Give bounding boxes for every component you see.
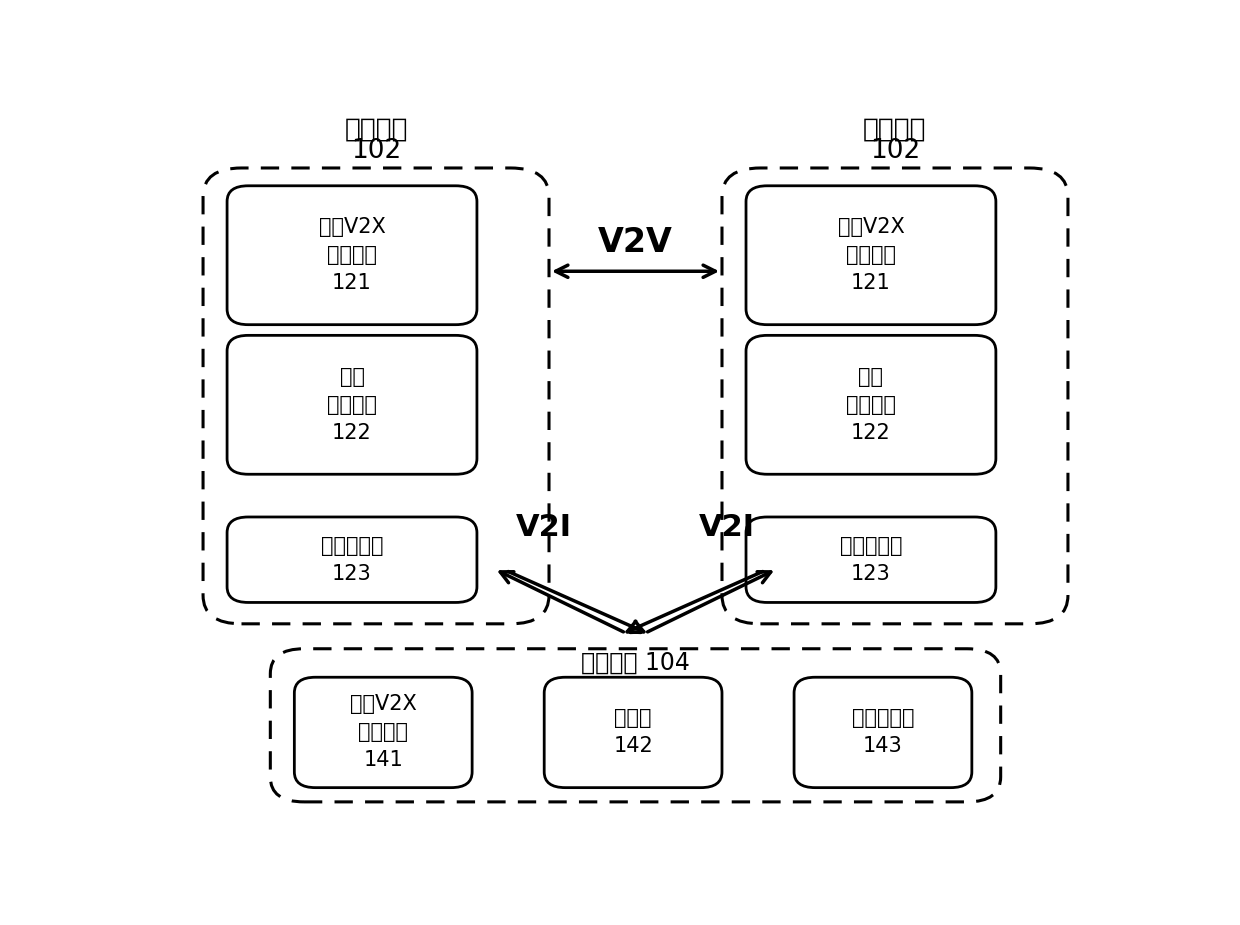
FancyBboxPatch shape: [270, 648, 1001, 802]
Text: 整车控制器
123: 整车控制器 123: [839, 536, 903, 584]
Text: 车端V2X
通信设备
121: 车端V2X 通信设备 121: [319, 217, 386, 293]
FancyBboxPatch shape: [227, 336, 477, 475]
FancyBboxPatch shape: [794, 677, 972, 788]
FancyBboxPatch shape: [227, 517, 477, 602]
FancyBboxPatch shape: [294, 677, 472, 788]
Text: 车端V2X
通信设备
121: 车端V2X 通信设备 121: [837, 217, 904, 293]
Text: V2I: V2I: [516, 513, 573, 542]
Text: 车载单元: 车载单元: [863, 117, 926, 143]
Text: V2I: V2I: [698, 513, 755, 542]
Text: 路端V2X
通信设备
141: 路端V2X 通信设备 141: [350, 695, 417, 771]
Text: 导航
定位设备
122: 导航 定位设备 122: [327, 367, 377, 443]
Text: 车载单元: 车载单元: [345, 117, 408, 143]
FancyBboxPatch shape: [746, 517, 996, 602]
Text: 整车控制器
123: 整车控制器 123: [321, 536, 383, 584]
Text: 摄像头
142: 摄像头 142: [614, 709, 653, 757]
FancyBboxPatch shape: [722, 168, 1068, 623]
FancyBboxPatch shape: [227, 186, 477, 325]
FancyBboxPatch shape: [746, 186, 996, 325]
Text: 路侧单元 104: 路侧单元 104: [582, 651, 689, 675]
FancyBboxPatch shape: [544, 677, 722, 788]
Text: 毫米波雷达
143: 毫米波雷达 143: [852, 709, 914, 757]
FancyBboxPatch shape: [203, 168, 549, 623]
Text: 导航
定位设备
122: 导航 定位设备 122: [846, 367, 897, 443]
Text: 102: 102: [869, 139, 920, 165]
Text: V2V: V2V: [598, 227, 673, 259]
Text: 102: 102: [351, 139, 402, 165]
FancyBboxPatch shape: [746, 336, 996, 475]
